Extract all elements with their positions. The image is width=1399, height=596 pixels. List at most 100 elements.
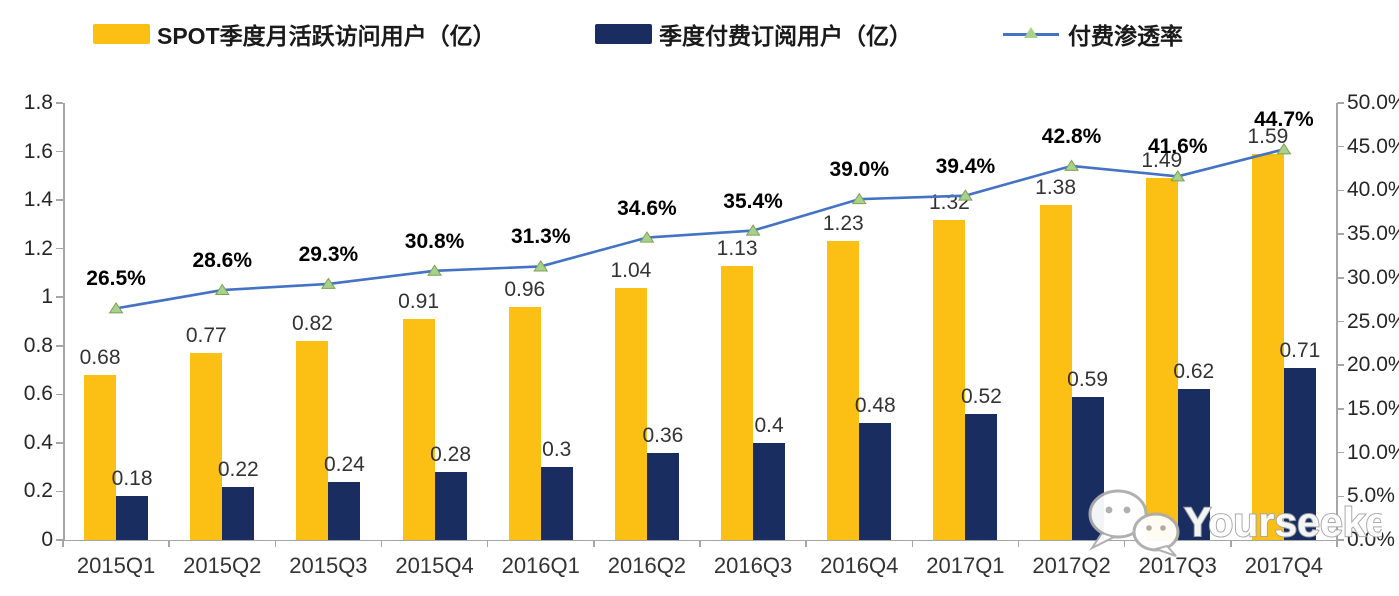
- x-axis-category-label: 2016Q4: [820, 553, 899, 578]
- left-axis-tick-label: 0.4: [23, 430, 53, 454]
- x-axis-tick: [1017, 540, 1020, 547]
- x-axis-tick: [168, 540, 170, 547]
- right-axis-tick: [1337, 102, 1344, 104]
- triangle-marker-icon: [1024, 27, 1038, 38]
- x-axis-category-label: 2016Q2: [607, 553, 687, 578]
- bar-mau: [296, 340, 329, 540]
- bar-label-subs: 0.18: [111, 467, 153, 491]
- left-axis-tick: [56, 345, 63, 347]
- left-axis-tick: [56, 490, 63, 493]
- bar-subs: [1177, 389, 1210, 540]
- bar-label-subs: 0.59: [1067, 367, 1109, 391]
- bar-mau: [614, 287, 647, 540]
- x-axis-category-label: 2017Q3: [1138, 553, 1217, 578]
- bar-label-mau: 1.13: [716, 236, 758, 260]
- bar-label-mau: 1.32: [928, 190, 970, 214]
- right-axis-tick: [1337, 539, 1344, 541]
- left-axis-tick: [56, 393, 63, 396]
- bar-mau: [721, 265, 754, 540]
- bar-label-subs: 0.22: [217, 457, 259, 481]
- penetration-pct-label: 34.6%: [617, 196, 677, 220]
- bar-label-subs: 0.36: [642, 423, 684, 447]
- bar-label-mau: 0.82: [291, 311, 333, 335]
- bar-mau: [190, 353, 223, 540]
- x-axis-category-label: 2015Q3: [289, 553, 368, 578]
- line-marker: [214, 283, 230, 296]
- bar-mau: [827, 241, 860, 540]
- line-marker: [745, 224, 761, 236]
- line-marker: [533, 260, 549, 272]
- bar-label-mau: 1.59: [1247, 124, 1289, 148]
- bar-subs: [965, 413, 998, 540]
- x-axis-category-label: 2016Q3: [713, 553, 793, 578]
- x-axis-tick: [380, 540, 383, 547]
- right-axis-tick-label: 50.0%: [1347, 91, 1399, 114]
- x-axis-tick: [1123, 540, 1126, 547]
- bar-label-subs: 0.3: [542, 438, 572, 462]
- bar-subs: [753, 442, 786, 540]
- bar-label-mau: 0.96: [504, 277, 546, 301]
- bar-label-subs: 0.4: [754, 413, 784, 437]
- bar-subs: [222, 486, 255, 540]
- left-axis-tick: [56, 539, 63, 541]
- penetration-pct-label: 29.3%: [298, 242, 359, 266]
- penetration-pct-label: 41.6%: [1147, 135, 1208, 159]
- right-axis-tick: [1337, 277, 1344, 279]
- right-axis-tick: [1337, 495, 1344, 498]
- bar-subs: [1283, 367, 1316, 540]
- line-marker: [320, 277, 336, 289]
- watermark-text: Yourseeker: [1184, 499, 1382, 545]
- bar-mau: [84, 374, 117, 540]
- left-axis-line: [63, 103, 65, 540]
- right-axis-tick-label: 20.0%: [1347, 353, 1399, 377]
- left-axis-tick-label: 0.8: [23, 333, 53, 357]
- right-axis-tick-label: 35.0%: [1347, 222, 1399, 246]
- penetration-line-swatch: [1003, 24, 1059, 44]
- bar-subs: [116, 496, 149, 540]
- bar-subs: [540, 467, 573, 540]
- line-marker: [851, 192, 867, 205]
- bar-label-mau: 0.91: [398, 290, 440, 314]
- penetration-pct-label: 42.8%: [1041, 124, 1102, 148]
- bar-subs: [859, 423, 892, 540]
- left-axis-tick-label: 1.6: [23, 139, 53, 163]
- x-axis-category-label: 2016Q1: [501, 553, 580, 578]
- left-axis-tick-label: 0.2: [23, 479, 53, 503]
- penetration-pct-label: 31.3%: [510, 225, 571, 249]
- x-axis-tick: [593, 540, 595, 547]
- bar-label-mau: 1.38: [1035, 175, 1077, 199]
- bar-label-subs: 0.24: [323, 452, 365, 476]
- right-axis-tick-label: 15.0%: [1347, 396, 1399, 420]
- right-axis-tick-label: 10.0%: [1347, 440, 1399, 464]
- bar-label-subs: 0.62: [1173, 360, 1215, 384]
- left-axis-tick: [56, 442, 63, 444]
- left-axis-tick: [56, 247, 63, 250]
- right-axis-tick-label: 5.0%: [1347, 484, 1395, 508]
- wechat-icon: [1088, 489, 1180, 557]
- x-axis-category-label: 2017Q4: [1244, 553, 1324, 578]
- x-axis-tick: [911, 540, 914, 547]
- bar-label-mau: 1.04: [610, 258, 652, 282]
- x-axis-tick: [1230, 540, 1232, 547]
- bar-subs: [328, 481, 361, 540]
- penetration-pct-label: 44.7%: [1254, 108, 1314, 132]
- x-axis-tick: [1336, 540, 1338, 547]
- left-axis-tick-label: 1: [41, 285, 53, 309]
- legend-item-subs: 季度付费订阅用户（亿）: [595, 17, 912, 51]
- right-axis-tick-label: 30.0%: [1347, 265, 1399, 289]
- x-axis-tick: [699, 540, 701, 547]
- legend-label-mau: SPOT季度月活跃访问用户（亿）: [157, 23, 496, 49]
- left-axis-tick: [56, 296, 63, 298]
- right-axis-tick: [1337, 233, 1344, 235]
- right-axis-tick: [1337, 189, 1344, 192]
- penetration-line: [115, 148, 1285, 310]
- right-axis-tick: [1337, 364, 1344, 366]
- x-axis-tick: [486, 540, 489, 547]
- bar-label-subs: 0.48: [854, 394, 896, 418]
- right-axis-tick: [1337, 408, 1344, 410]
- bar-label-subs: 0.52: [960, 384, 1002, 408]
- x-axis-category-label: 2015Q1: [76, 553, 156, 578]
- right-axis-tick: [1337, 451, 1344, 454]
- penetration-pct-label: 39.0%: [829, 158, 890, 182]
- penetration-pct-label: 26.5%: [86, 267, 146, 291]
